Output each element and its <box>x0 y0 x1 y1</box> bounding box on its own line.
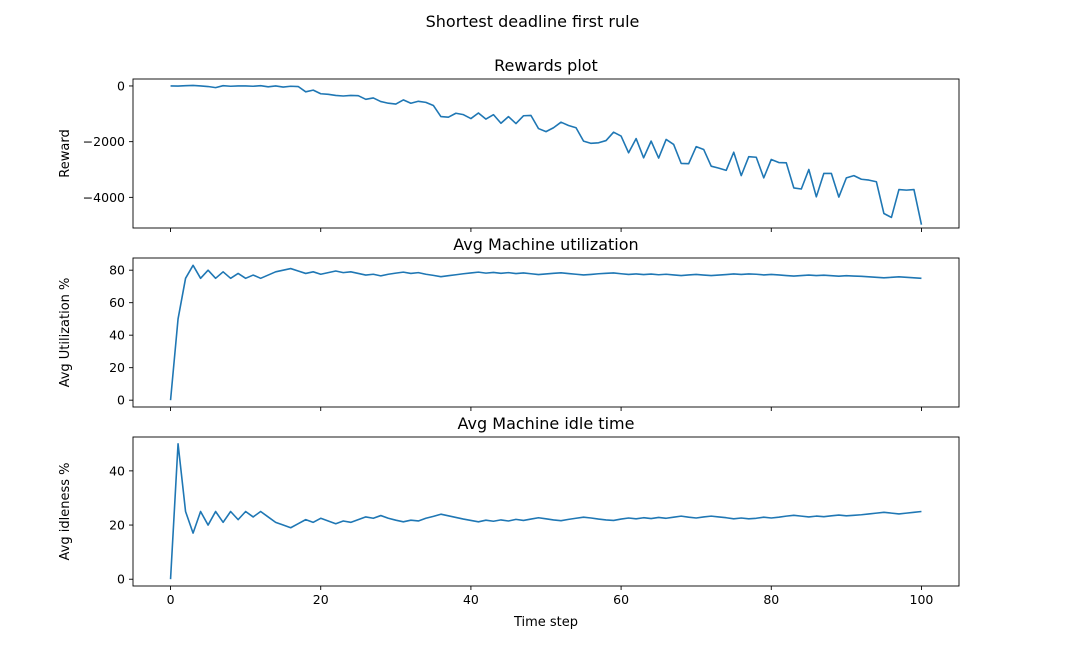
x-tick-label: 20 <box>313 592 329 607</box>
y-tick-label: 40 <box>109 328 125 343</box>
axes-frame <box>132 78 960 229</box>
y-tick-label: −4000 <box>83 190 125 205</box>
subplot-2: Avg Machine utilization 0 20 40 60 80 Avg Util… <box>58 235 960 411</box>
figure-suptitle: Shortest deadline first rule <box>426 12 640 31</box>
x-tick-label: 80 <box>763 592 779 607</box>
x-tick-label: 60 <box>613 592 629 607</box>
subplot-title: Avg Machine idle time <box>458 414 635 433</box>
subplot-title: Rewards plot <box>494 56 598 75</box>
series-line <box>170 84 923 225</box>
y-tick-label: 80 <box>109 263 125 278</box>
y-axis-label: Avg Utilization % <box>58 278 73 388</box>
x-tick-label: 40 <box>463 592 479 607</box>
y-tick-label: 20 <box>109 360 125 375</box>
subplot-title: Avg Machine utilization <box>453 235 638 254</box>
y-tick-label: 0 <box>117 78 125 93</box>
subplot-1: Rewards plot 0 −2000 −4000 Reward <box>58 56 960 232</box>
y-tick-label: 0 <box>117 393 125 408</box>
subplot-3: Avg Machine idle time 0 20 40 60 80 100 0 20 40 Av… <box>58 414 960 630</box>
y-tick-label: 20 <box>109 518 125 533</box>
series-line <box>169 442 922 580</box>
y-tick-label: 0 <box>117 572 125 587</box>
y-axis-label: Reward <box>58 129 73 177</box>
y-tick-label: 40 <box>109 463 125 478</box>
axes-frame <box>132 436 960 587</box>
subplots: Rewards plot 0 −2000 −4000 Reward Avg Machine… <box>58 56 960 630</box>
x-axis-label: Time step <box>513 615 578 630</box>
y-tick-label: 60 <box>109 295 125 310</box>
axes-frame <box>132 257 960 408</box>
y-tick-label: −2000 <box>83 134 125 149</box>
x-tick-label: 0 <box>167 592 175 607</box>
series-line <box>169 264 922 401</box>
x-tick-label: 100 <box>910 592 934 607</box>
y-axis-label: Avg idleness % <box>58 463 73 561</box>
